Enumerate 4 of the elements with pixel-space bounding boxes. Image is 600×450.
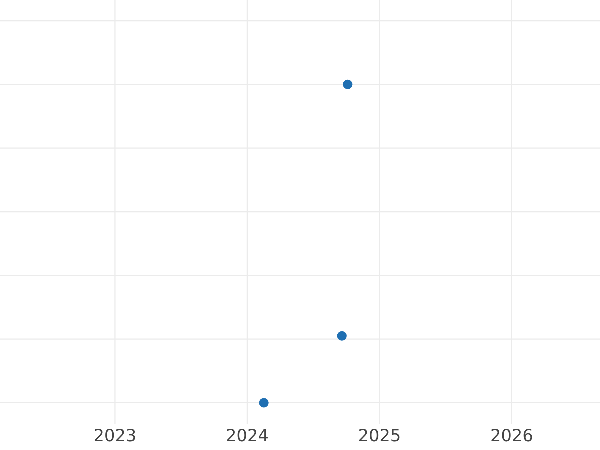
x-tick-label: 2024 xyxy=(227,428,268,442)
x-tick-label: 2025 xyxy=(359,428,400,442)
x-tick-label: 2026 xyxy=(492,428,532,442)
x-tick-label: 2023 xyxy=(94,428,136,442)
